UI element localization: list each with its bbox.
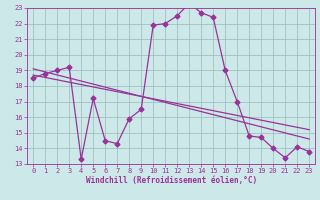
X-axis label: Windchill (Refroidissement éolien,°C): Windchill (Refroidissement éolien,°C) <box>86 176 257 185</box>
